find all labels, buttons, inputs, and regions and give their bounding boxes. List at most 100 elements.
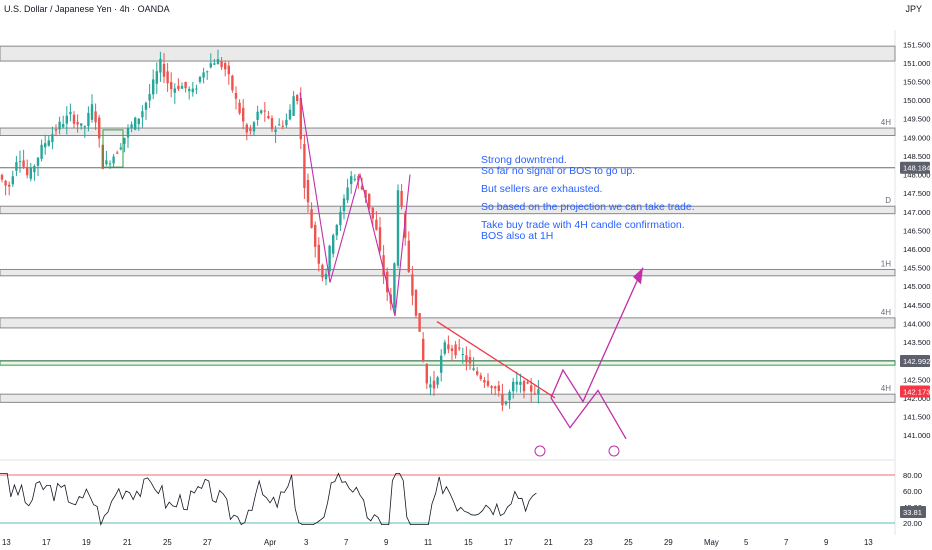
highlight-box — [102, 129, 124, 168]
candle-body — [76, 122, 79, 125]
candle-body — [15, 162, 18, 171]
candle-body — [425, 364, 428, 384]
x-tick-10: 11 — [424, 538, 432, 547]
candle-body — [148, 94, 151, 101]
candle-body — [317, 244, 320, 264]
zones-layer: 4H D 1H 4H 4H — [0, 30, 896, 535]
y-tick-5: 149.000 — [903, 133, 930, 142]
candle-body — [116, 152, 119, 154]
candle-body — [26, 167, 29, 176]
y-tick-8: 147.500 — [903, 189, 930, 198]
candle-body — [144, 102, 148, 110]
axis-layer: 151.500 151.000 150.500 150.000 149.500 149.0… — [2, 40, 930, 547]
candle-body — [206, 71, 209, 73]
candle-body — [220, 60, 223, 68]
candle-body — [58, 121, 61, 130]
y-tick-4: 149.500 — [903, 115, 930, 124]
candle-body — [332, 235, 335, 254]
y-tick-0: 151.500 — [903, 40, 930, 49]
candle-body — [0, 174, 4, 180]
candle-body — [519, 381, 522, 385]
y-tick-12: 145.500 — [903, 264, 930, 273]
x-tick-4: 25 — [163, 538, 172, 547]
candle-body — [414, 289, 418, 316]
zone-4 — [0, 317, 896, 329]
candle-body — [159, 58, 162, 73]
candle-body — [281, 125, 284, 127]
candle-body — [263, 110, 266, 112]
badge-layer: 148.184 142.992 142.173 — [900, 161, 930, 398]
candle-body — [249, 128, 252, 131]
candle-body — [418, 313, 421, 332]
candle-body — [400, 190, 403, 207]
x-tick-11: 15 — [464, 538, 473, 547]
candle-body — [126, 128, 130, 138]
candle-body — [188, 88, 191, 92]
candle-body — [465, 355, 468, 363]
x-tick-12: 17 — [504, 538, 513, 547]
candle-body — [404, 213, 407, 238]
candle-body — [378, 227, 382, 251]
candle-body — [137, 118, 140, 125]
candle-body — [252, 122, 256, 132]
candle-body — [51, 134, 54, 143]
candle-body — [69, 111, 72, 115]
candle-body — [209, 63, 212, 68]
candle-body — [486, 380, 490, 386]
x-tick-6: Apr — [264, 538, 277, 547]
candle-body — [105, 160, 108, 165]
projection-bearish — [550, 389, 627, 440]
annotation-line-7: Take buy trade with 4H candle confirmati… — [481, 219, 685, 231]
candle-body — [447, 344, 450, 350]
x-tick-3: 21 — [123, 538, 132, 547]
candle-body — [11, 176, 14, 185]
x-tick-17: May — [704, 538, 719, 547]
candle-body — [328, 245, 331, 272]
candle-body — [177, 85, 180, 90]
candle-body — [227, 65, 230, 75]
candle-body — [162, 63, 166, 77]
y-tick-10: 146.500 — [903, 226, 930, 235]
candle-body — [195, 88, 198, 90]
candle-body — [454, 344, 457, 356]
candle-body — [18, 161, 22, 163]
y-tick-15: 144.000 — [903, 319, 930, 328]
zone-label-6: 4H — [881, 384, 891, 393]
y-tick-14: 144.500 — [903, 301, 930, 310]
y-tick-7: 148.000 — [903, 171, 930, 180]
candle-body — [432, 380, 436, 389]
candle-body — [108, 163, 112, 165]
candle-body — [141, 111, 144, 118]
osc-tick-3: 20.00 — [903, 519, 922, 528]
candle-body — [184, 82, 187, 89]
osc-tick-1: 60.00 — [903, 487, 922, 496]
candle-body — [112, 156, 115, 164]
y-tick-6: 148.500 — [903, 152, 930, 161]
y-tick-19: 142.000 — [903, 394, 930, 403]
candle-body — [198, 76, 202, 82]
flag-icon — [608, 445, 620, 457]
candle-body — [472, 368, 475, 370]
candle-body — [530, 385, 533, 392]
candle-body — [360, 186, 364, 190]
y-tick-2: 150.500 — [903, 78, 930, 87]
candle-body — [504, 401, 508, 405]
candle-body — [152, 79, 155, 95]
candle-body — [245, 124, 248, 133]
x-tick-9: 9 — [384, 538, 388, 547]
zone-2 — [0, 205, 896, 215]
zone-label-2: D — [885, 196, 891, 205]
currency-label[interactable]: JPY — [905, 4, 922, 14]
annotation-line-1: So far no signal or BOS to go up. — [481, 165, 635, 177]
candle-body — [346, 187, 349, 201]
candle-body — [314, 224, 317, 247]
candle-body — [522, 380, 526, 392]
x-tick-16: 29 — [664, 538, 673, 547]
x-tick-2: 19 — [82, 538, 91, 547]
x-tick-5: 27 — [203, 538, 212, 547]
zone-label-4: 4H — [881, 308, 891, 317]
candle-body — [497, 385, 500, 392]
candle-body — [396, 190, 400, 266]
